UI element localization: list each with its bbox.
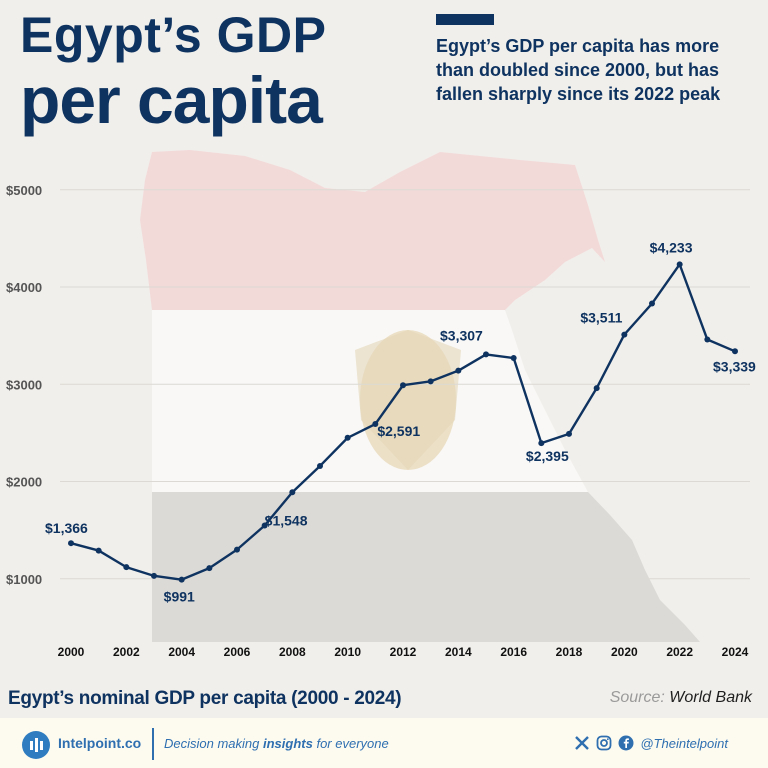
- y-axis-ticks: $1000 $2000 $3000 $4000 $5000: [6, 183, 42, 587]
- x-tick-label: 2012: [390, 645, 417, 659]
- x-tick-label: 2022: [666, 645, 693, 659]
- data-point: [510, 355, 517, 362]
- data-point: [593, 385, 600, 392]
- data-labels: $1,366 $991 $1,548 $2,591 $3,307 $2,395 $3,511…: [45, 239, 756, 604]
- data-label: $3,307: [440, 327, 483, 343]
- footer: Intelpoint.co Decision making insights f…: [0, 718, 768, 768]
- footer-divider: [152, 728, 154, 760]
- x-tick-label: 2000: [58, 645, 85, 659]
- y-tick-label: $3000: [6, 377, 42, 392]
- data-label: $991: [164, 589, 195, 605]
- social-links: @Theintelpoint: [574, 735, 728, 751]
- source-label: Source:: [609, 689, 665, 706]
- data-point: [621, 331, 628, 338]
- x-axis-ticks: 2000 2002 2004 2006 2008 2010 2012 2014 2016 2018…: [58, 645, 749, 659]
- source-note: Source: World Bank: [610, 689, 752, 707]
- data-point: [483, 351, 489, 358]
- data-point: [427, 378, 434, 385]
- data-point: [400, 382, 406, 389]
- data-point: [732, 348, 738, 355]
- data-point: [123, 564, 130, 571]
- map-grey-band: [152, 492, 700, 642]
- x-tick-label: 2008: [279, 645, 306, 659]
- x-tick-label: 2016: [500, 645, 527, 659]
- data-point: [676, 261, 683, 268]
- data-series: [68, 261, 738, 583]
- data-point: [151, 572, 157, 579]
- brand-logo-icon[interactable]: [22, 731, 50, 759]
- chart-caption: Egypt’s nominal GDP per capita (2000 - 2…: [8, 688, 402, 709]
- data-label: $3,339: [713, 358, 756, 374]
- data-point: [538, 440, 545, 447]
- data-point: [95, 547, 102, 554]
- subtitle-accent-bar: [436, 14, 494, 25]
- data-point: [344, 434, 351, 441]
- x-tick-label: 2004: [168, 645, 195, 659]
- page-title-line1: Egypt’s GDP: [20, 7, 327, 63]
- subtitle: Egypt’s GDP per capita has more than dou…: [436, 36, 721, 104]
- data-point: [206, 565, 213, 572]
- data-point: [649, 300, 655, 307]
- data-point: [234, 546, 240, 553]
- source-name: World Bank: [669, 689, 752, 706]
- facebook-icon[interactable]: [618, 735, 634, 751]
- x-tick-label: 2018: [556, 645, 583, 659]
- data-point: [68, 540, 74, 547]
- x-twitter-icon[interactable]: [574, 735, 590, 751]
- tagline-bold: insights: [263, 736, 313, 751]
- data-point: [372, 421, 379, 428]
- tagline: Decision making insights for everyone: [164, 736, 389, 751]
- data-label: $1,366: [45, 520, 88, 536]
- tagline-end: for everyone: [312, 736, 389, 751]
- brand-name[interactable]: Intelpoint.co: [58, 735, 142, 751]
- tagline-start: Decision making: [164, 736, 263, 751]
- data-point: [566, 430, 572, 437]
- data-label: $3,511: [580, 310, 622, 326]
- eagle-emblem: [355, 330, 461, 470]
- data-point: [178, 576, 185, 583]
- x-tick-label: 2014: [445, 645, 472, 659]
- x-tick-label: 2020: [611, 645, 638, 659]
- data-point: [455, 367, 462, 374]
- data-point: [317, 462, 323, 469]
- y-tick-label: $4000: [6, 280, 42, 295]
- social-handle[interactable]: @Theintelpoint: [640, 735, 728, 751]
- data-label: $4,233: [650, 239, 693, 255]
- title-block: Egypt’s GDP per capita: [20, 6, 326, 136]
- data-label: $2,395: [526, 448, 569, 464]
- data-label: $2,591: [377, 423, 420, 439]
- data-point: [289, 489, 296, 496]
- y-tick-label: $5000: [6, 183, 42, 198]
- line-chart: $1000$2000$3000$4000$5000 2000 2002 2004 20…: [6, 150, 756, 659]
- x-tick-label: 2006: [224, 645, 251, 659]
- x-tick-label: 2024: [722, 645, 749, 659]
- y-tick-label: $2000: [6, 475, 42, 490]
- x-tick-label: 2002: [113, 645, 140, 659]
- data-label: $1,548: [265, 512, 308, 528]
- x-tick-label: 2010: [334, 645, 361, 659]
- data-point: [704, 336, 711, 343]
- map-red-band: [140, 150, 605, 310]
- instagram-icon[interactable]: [596, 735, 612, 751]
- y-tick-label: $1000: [6, 572, 42, 587]
- egypt-map-background: [140, 150, 700, 642]
- data-point: [261, 522, 268, 529]
- page-title-line2: per capita: [20, 63, 323, 137]
